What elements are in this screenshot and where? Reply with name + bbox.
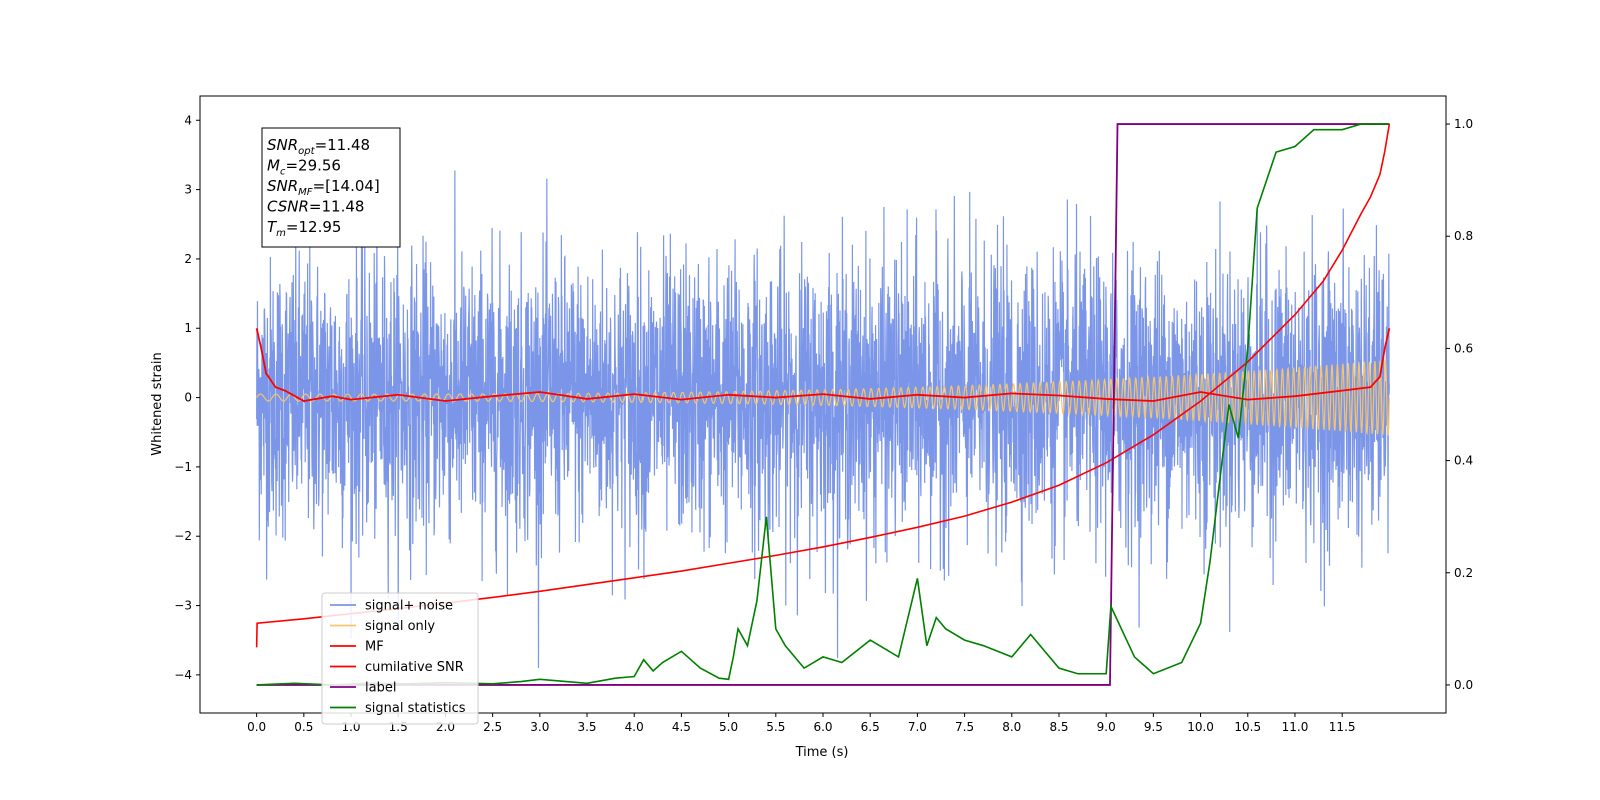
x-tick-label: 5.5 bbox=[766, 720, 785, 734]
annotation-subscript: c bbox=[280, 167, 286, 178]
legend-label: signal statistics bbox=[365, 701, 466, 716]
y-tick-label-right: 0.4 bbox=[1454, 454, 1473, 468]
x-tick-label: 3.0 bbox=[530, 720, 549, 734]
series-mf bbox=[255, 328, 1391, 402]
legend-label: MF bbox=[365, 640, 384, 655]
annotation-line: CSNR=11.48 bbox=[267, 198, 364, 216]
y-tick-label-left: −3 bbox=[174, 599, 192, 613]
y-tick-label-left: −1 bbox=[174, 460, 192, 474]
legend-label: cumilative SNR bbox=[365, 660, 464, 675]
annotation-line: Mc=29.56 bbox=[267, 157, 341, 178]
x-tick-label: 3.5 bbox=[577, 720, 596, 734]
annotation-box: SNRopt=11.48Mc=29.56SNRMF=[14.04]CSNR=11… bbox=[261, 127, 401, 248]
x-tick-label: 9.5 bbox=[1144, 720, 1163, 734]
x-tick-label: 7.0 bbox=[908, 720, 927, 734]
series-layer bbox=[255, 123, 1391, 686]
annotation-value: =29.56 bbox=[285, 157, 341, 175]
y-tick-label-right: 1.0 bbox=[1454, 117, 1473, 131]
legend-label: signal+ noise bbox=[365, 599, 453, 614]
x-tick-label: 4.5 bbox=[672, 720, 691, 734]
annotation-symbol: T bbox=[267, 218, 278, 236]
annotation-symbol: CSNR bbox=[267, 198, 309, 216]
annotation-subscript: MF bbox=[298, 187, 313, 198]
annotation-value: =12.95 bbox=[286, 218, 342, 236]
x-tick-label: 2.5 bbox=[483, 720, 502, 734]
x-tick-label: 9.0 bbox=[1097, 720, 1116, 734]
y-tick-label-right: 0.2 bbox=[1454, 566, 1473, 580]
y-tick-label-right: 0.6 bbox=[1454, 341, 1473, 355]
annotation-symbol: M bbox=[267, 157, 280, 175]
x-tick-label: 0.0 bbox=[247, 720, 266, 734]
y-axis-left: 4 3 2 1 0 −1 −2 −3 −4 bbox=[174, 113, 200, 682]
y-tick-label-right: 0.0 bbox=[1454, 678, 1473, 692]
annotation-value: =[14.04] bbox=[313, 177, 380, 195]
x-tick-label: 10.5 bbox=[1234, 720, 1261, 734]
x-axis-label: Time (s) bbox=[795, 745, 849, 760]
annotation-symbol: SNR bbox=[267, 136, 298, 154]
y-tick-label-left: 4 bbox=[184, 113, 192, 127]
annotation-line: SNRMF=[14.04] bbox=[267, 177, 380, 198]
x-tick-label: 11.5 bbox=[1329, 720, 1356, 734]
legend-label: signal only bbox=[365, 619, 435, 634]
series-label bbox=[256, 123, 1390, 686]
y-tick-label-left: −2 bbox=[174, 529, 192, 543]
x-tick-label: 5.0 bbox=[719, 720, 738, 734]
y-tick-label-left: 0 bbox=[184, 391, 192, 405]
x-tick-label: 11.0 bbox=[1282, 720, 1309, 734]
legend-label: label bbox=[365, 681, 396, 696]
y-tick-label-right: 0.8 bbox=[1454, 229, 1473, 243]
y-tick-label-left: −4 bbox=[174, 668, 192, 682]
series-signal-only bbox=[256, 358, 1390, 436]
y-tick-label-left: 3 bbox=[184, 183, 192, 197]
annotation-subscript: opt bbox=[298, 146, 315, 157]
y-axis-label: Whitened strain bbox=[150, 352, 165, 455]
y-tick-label-left: 1 bbox=[184, 321, 192, 335]
x-tick-label: 6.0 bbox=[813, 720, 832, 734]
x-tick-label: 8.5 bbox=[1049, 720, 1068, 734]
series-signal-statistics bbox=[256, 123, 1390, 686]
annotation-frame bbox=[261, 127, 401, 248]
x-tick-label: 0.5 bbox=[294, 720, 313, 734]
annotation-symbol: SNR bbox=[267, 177, 298, 195]
x-tick-label: 8.0 bbox=[1002, 720, 1021, 734]
legend: signal+ noise signal only MF cumilative SNR… bbox=[321, 592, 479, 725]
annotation-value: =11.48 bbox=[309, 198, 365, 216]
x-tick-label: 7.5 bbox=[955, 720, 974, 734]
y-tick-label-left: 2 bbox=[184, 252, 192, 266]
x-tick-label: 4.0 bbox=[625, 720, 644, 734]
annotation-line: Tm=12.95 bbox=[267, 218, 341, 239]
annotation-line: SNRopt=11.48 bbox=[267, 136, 370, 157]
annotation-subscript: m bbox=[276, 228, 286, 239]
x-tick-label: 10.0 bbox=[1187, 720, 1214, 734]
annotation-value: =11.48 bbox=[315, 136, 371, 154]
legend-frame bbox=[321, 592, 479, 725]
x-tick-label: 6.5 bbox=[861, 720, 880, 734]
y-axis-right: 1.0 0.8 0.6 0.4 0.2 0.0 bbox=[1446, 117, 1473, 692]
